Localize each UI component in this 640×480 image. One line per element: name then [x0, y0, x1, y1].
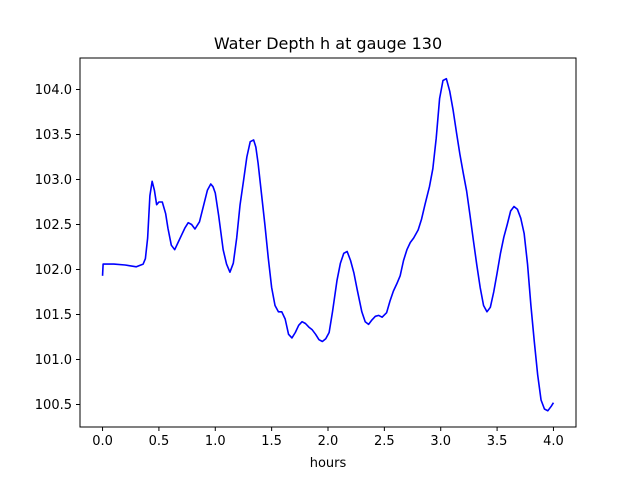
y-tick-label: 103.5 [35, 128, 72, 143]
x-tick-label: 2.5 [374, 434, 395, 449]
x-tick-label: 1.0 [205, 434, 226, 449]
y-tick-label: 101.0 [35, 353, 72, 368]
x-tick-label: 3.5 [487, 434, 508, 449]
y-axis: 100.5 101.0 101.5 102.0 102.5 103.0 103.5 104.0 [35, 83, 80, 413]
series-line-0 [101, 77, 555, 412]
x-tick-label: 1.5 [261, 434, 282, 449]
x-tick-label: 2.0 [318, 434, 339, 449]
y-tick-label: 101.5 [35, 308, 72, 323]
x-tick-label: 3.0 [430, 434, 451, 449]
x-tick-label: 0.5 [149, 434, 170, 449]
y-tick-label: 104.0 [35, 83, 72, 98]
plot-area [101, 77, 555, 412]
x-tick-label: 0.0 [92, 434, 113, 449]
y-tick-label: 103.0 [35, 173, 72, 188]
x-tick-label: 4.0 [543, 434, 564, 449]
y-tick-label: 102.5 [35, 218, 72, 233]
x-axis-label: hours [310, 456, 347, 471]
y-tick-label: 102.0 [35, 263, 72, 278]
x-axis: 0.0 0.5 1.0 1.5 2.0 2.5 3.0 3.5 4.0 [92, 427, 564, 449]
chart-title: Water Depth h at gauge 130 [214, 34, 442, 53]
y-tick-label: 100.5 [35, 398, 72, 413]
